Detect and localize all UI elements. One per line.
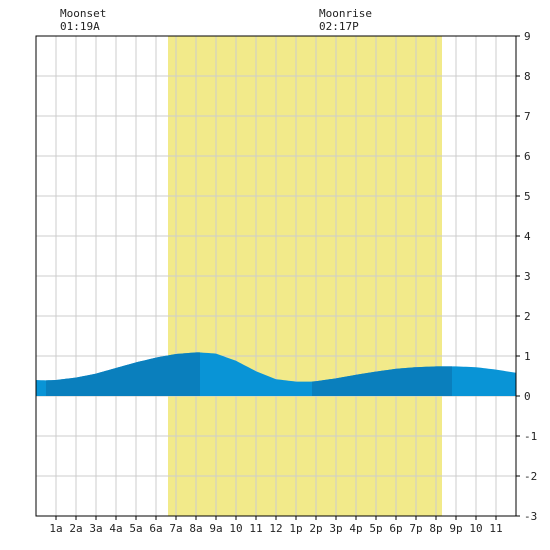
tide-band-dark bbox=[312, 366, 452, 396]
x-tick-label: 3a bbox=[89, 522, 102, 535]
x-tick-label: 4p bbox=[349, 522, 362, 535]
y-tick-label: 7 bbox=[524, 110, 531, 123]
x-tick-label: 2a bbox=[69, 522, 82, 535]
y-tick-label: 1 bbox=[524, 350, 531, 363]
tide-band-dark bbox=[46, 352, 200, 396]
x-tick-label: 1p bbox=[289, 522, 302, 535]
x-tick-label: 12 bbox=[269, 522, 282, 535]
y-tick-label: -1 bbox=[524, 430, 537, 443]
x-tick-label: 10 bbox=[229, 522, 242, 535]
y-tick-label: 4 bbox=[524, 230, 531, 243]
x-tick-label: 5a bbox=[129, 522, 142, 535]
y-tick-label: 8 bbox=[524, 70, 531, 83]
y-tick-label: 3 bbox=[524, 270, 531, 283]
moonset-time: 01:19A bbox=[60, 20, 100, 33]
x-tick-label: 3p bbox=[329, 522, 342, 535]
moonrise-time: 02:17P bbox=[319, 20, 359, 33]
moonrise-title: Moonrise bbox=[319, 7, 372, 20]
y-tick-label: 5 bbox=[524, 190, 531, 203]
x-tick-label: 11 bbox=[249, 522, 262, 535]
x-tick-label: 11 bbox=[489, 522, 502, 535]
y-tick-label: -3 bbox=[524, 510, 537, 523]
x-tick-label: 9a bbox=[209, 522, 222, 535]
x-tick-label: 8p bbox=[429, 522, 442, 535]
x-tick-label: 1a bbox=[49, 522, 62, 535]
x-tick-label: 4a bbox=[109, 522, 122, 535]
x-tick-label: 8a bbox=[189, 522, 202, 535]
y-tick-label: -2 bbox=[524, 470, 537, 483]
x-tick-label: 6a bbox=[149, 522, 162, 535]
x-tick-label: 10 bbox=[469, 522, 482, 535]
moonrise-label: Moonrise 02:17P bbox=[319, 7, 372, 33]
y-tick-label: 0 bbox=[524, 390, 531, 403]
moonset-label: Moonset 01:19A bbox=[60, 7, 106, 33]
x-tick-label: 9p bbox=[449, 522, 462, 535]
moonset-title: Moonset bbox=[60, 7, 107, 20]
x-tick-label: 7p bbox=[409, 522, 422, 535]
x-tick-label: 5p bbox=[369, 522, 382, 535]
y-tick-label: 2 bbox=[524, 310, 531, 323]
y-tick-label: 6 bbox=[524, 150, 531, 163]
y-tick-label: 9 bbox=[524, 30, 531, 43]
x-tick-label: 2p bbox=[309, 522, 322, 535]
x-tick-label: 6p bbox=[389, 522, 402, 535]
x-tick-label: 7a bbox=[169, 522, 182, 535]
